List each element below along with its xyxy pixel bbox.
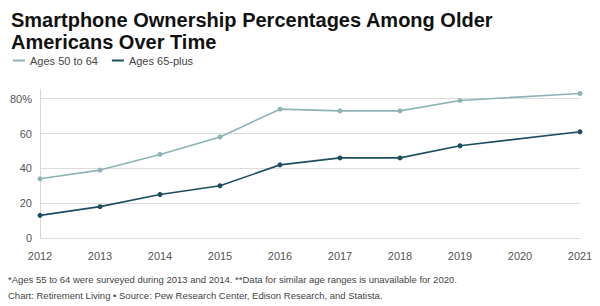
svg-text:2015: 2015 [208,250,232,262]
svg-text:0: 0 [26,232,32,244]
svg-text:2016: 2016 [268,250,292,262]
svg-text:2017: 2017 [328,250,352,262]
svg-text:2019: 2019 [448,250,472,262]
svg-text:20: 20 [20,197,32,209]
svg-text:2013: 2013 [88,250,112,262]
svg-text:Americans Over Time: Americans Over Time [11,31,216,53]
svg-text:80%: 80% [10,93,32,105]
svg-text:2014: 2014 [148,250,172,262]
svg-text:60: 60 [20,128,32,140]
svg-text:Ages 65-plus: Ages 65-plus [129,55,194,67]
svg-text:2021: 2021 [568,250,592,262]
svg-text:2018: 2018 [388,250,412,262]
svg-text:*Ages 55 to 64 were surveyed d: *Ages 55 to 64 were surveyed during 2013… [8,274,457,285]
svg-text:Smartphone Ownership Percentag: Smartphone Ownership Percentages Among O… [11,9,498,31]
svg-text:2020: 2020 [508,250,532,262]
svg-text:2012: 2012 [28,250,52,262]
svg-text:40: 40 [20,162,32,174]
svg-text:Chart: Retirement Living • Sou: Chart: Retirement Living • Source: Pew R… [8,290,383,301]
svg-text:Ages 50 to 64: Ages 50 to 64 [30,55,98,67]
